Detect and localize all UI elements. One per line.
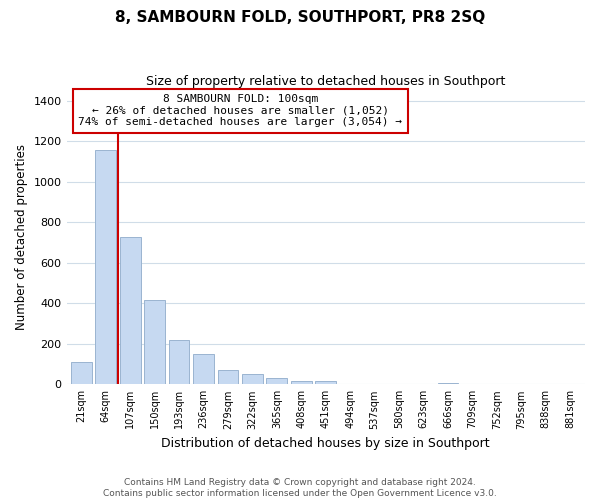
Title: Size of property relative to detached houses in Southport: Size of property relative to detached ho… xyxy=(146,75,505,88)
Text: 8 SAMBOURN FOLD: 100sqm
← 26% of detached houses are smaller (1,052)
74% of semi: 8 SAMBOURN FOLD: 100sqm ← 26% of detache… xyxy=(78,94,402,128)
Bar xyxy=(437,382,458,384)
X-axis label: Distribution of detached houses by size in Southport: Distribution of detached houses by size … xyxy=(161,437,490,450)
Bar xyxy=(120,238,140,384)
Bar xyxy=(144,300,165,384)
Bar xyxy=(266,378,287,384)
Bar xyxy=(242,374,263,384)
Bar xyxy=(218,370,238,384)
Bar xyxy=(193,354,214,384)
Bar xyxy=(291,380,312,384)
Bar xyxy=(71,362,92,384)
Text: Contains HM Land Registry data © Crown copyright and database right 2024.
Contai: Contains HM Land Registry data © Crown c… xyxy=(103,478,497,498)
Bar xyxy=(169,340,190,384)
Y-axis label: Number of detached properties: Number of detached properties xyxy=(15,144,28,330)
Text: 8, SAMBOURN FOLD, SOUTHPORT, PR8 2SQ: 8, SAMBOURN FOLD, SOUTHPORT, PR8 2SQ xyxy=(115,10,485,25)
Bar xyxy=(316,382,336,384)
Bar xyxy=(95,150,116,384)
